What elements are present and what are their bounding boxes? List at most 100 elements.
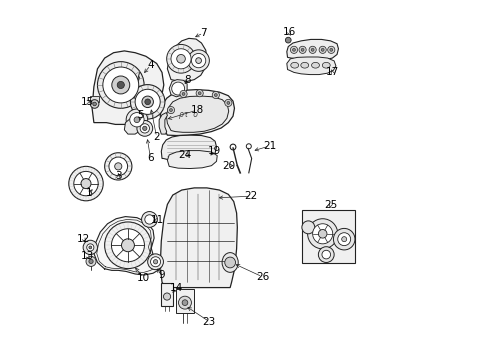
Circle shape [163,293,170,300]
Text: 9: 9 [158,270,164,280]
Bar [176,289,193,314]
Circle shape [312,224,332,244]
Circle shape [166,44,195,73]
Circle shape [86,256,96,266]
Ellipse shape [300,62,308,68]
Polygon shape [92,51,163,125]
Bar [90,96,99,102]
Circle shape [104,153,132,180]
Polygon shape [124,118,142,134]
Polygon shape [160,188,237,288]
Circle shape [115,163,122,170]
Circle shape [182,93,184,95]
Text: 3: 3 [115,171,122,181]
Text: 8: 8 [183,75,190,85]
Circle shape [319,46,325,53]
Polygon shape [286,40,338,60]
Circle shape [318,247,333,262]
Polygon shape [160,90,234,135]
Circle shape [290,46,297,53]
Text: 1: 1 [86,188,93,198]
Circle shape [74,171,98,196]
Circle shape [109,157,127,176]
Circle shape [224,99,231,107]
Circle shape [86,244,94,251]
Text: 2: 2 [153,132,160,142]
Text: 6: 6 [147,153,154,163]
Circle shape [178,296,191,309]
Circle shape [285,37,290,43]
Circle shape [137,121,152,136]
Circle shape [117,81,124,89]
Text: 11: 11 [151,215,164,225]
Polygon shape [169,80,187,97]
Circle shape [301,48,304,51]
Circle shape [307,219,337,249]
Circle shape [333,228,354,250]
Bar [161,283,172,306]
Circle shape [135,89,160,114]
Circle shape [102,67,139,103]
Circle shape [89,259,93,264]
Polygon shape [94,217,162,275]
Text: 18: 18 [190,105,203,115]
Circle shape [329,48,332,51]
Circle shape [89,246,92,249]
Ellipse shape [311,62,319,68]
Text: 20: 20 [222,161,235,171]
Text: 24: 24 [178,150,192,160]
Circle shape [147,254,163,270]
Circle shape [140,124,149,133]
Circle shape [171,82,184,95]
Circle shape [90,100,99,108]
Circle shape [310,48,313,51]
Circle shape [104,222,151,269]
Text: 19: 19 [207,146,220,156]
Ellipse shape [222,253,238,273]
Polygon shape [167,39,206,81]
Text: 25: 25 [323,200,337,210]
Circle shape [121,239,134,252]
Circle shape [129,113,144,127]
Text: 23: 23 [203,317,216,327]
Polygon shape [286,57,335,75]
Circle shape [224,257,235,268]
Circle shape [83,240,97,255]
Circle shape [112,76,129,94]
Circle shape [93,102,96,106]
Circle shape [144,99,150,105]
Text: 15: 15 [81,97,94,107]
Circle shape [187,50,209,71]
Text: 26: 26 [255,272,268,282]
Circle shape [308,46,316,53]
Circle shape [169,109,172,112]
Circle shape [226,102,229,104]
Circle shape [171,49,191,69]
Circle shape [126,109,147,131]
Text: 14: 14 [169,283,183,293]
Circle shape [150,257,160,267]
Ellipse shape [290,62,298,68]
Circle shape [292,48,295,51]
Circle shape [214,94,217,96]
Circle shape [69,166,103,201]
Text: 17: 17 [325,67,338,77]
Circle shape [341,237,346,242]
Circle shape [134,117,140,123]
Circle shape [180,90,187,98]
Text: 22: 22 [244,191,257,201]
Circle shape [321,48,324,51]
Bar [301,210,354,263]
Circle shape [298,46,305,53]
Circle shape [337,233,350,246]
Polygon shape [161,135,216,161]
Text: 13: 13 [81,251,94,261]
Circle shape [142,126,147,131]
Circle shape [195,58,201,63]
Text: 16: 16 [282,27,295,37]
Circle shape [167,107,174,114]
Circle shape [111,229,144,262]
Circle shape [81,179,91,189]
Text: 10: 10 [137,273,150,283]
Ellipse shape [322,62,329,68]
